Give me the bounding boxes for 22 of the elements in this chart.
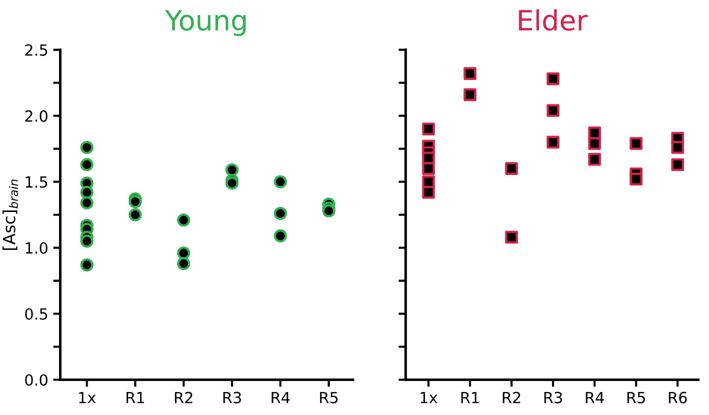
x-tick-label: R2 — [502, 392, 520, 404]
y-tick-label: 2.5 — [25, 44, 48, 56]
y-tick-label: 0.0 — [25, 374, 48, 386]
y-tick-label: 0.5 — [25, 308, 48, 320]
chart-title: Elder — [519, 9, 588, 31]
chart-title: Young — [165, 10, 246, 36]
x-tick-label: R5 — [320, 392, 338, 404]
y-tick-label: 1.0 — [26, 242, 48, 254]
x-tick-label: 1x — [79, 392, 96, 404]
x-tick-label: 1x — [420, 392, 438, 404]
x-tick-label: R5 — [627, 392, 645, 404]
x-tick-label: R6 — [668, 392, 687, 404]
y-tick-label: 1.5 — [26, 176, 48, 188]
x-tick-label: R3 — [223, 392, 241, 404]
x-tick-label: R3 — [544, 392, 562, 404]
y-tick-label: 2.0 — [25, 110, 48, 122]
x-tick-label: R4 — [272, 392, 290, 404]
x-tick-label: R1 — [461, 392, 479, 404]
x-tick-label: R1 — [126, 392, 144, 404]
y-axis-title: [Asc]$_{brain}$ — [2, 180, 18, 250]
x-tick-label: R2 — [174, 392, 192, 404]
x-tick-label: R4 — [586, 392, 604, 404]
